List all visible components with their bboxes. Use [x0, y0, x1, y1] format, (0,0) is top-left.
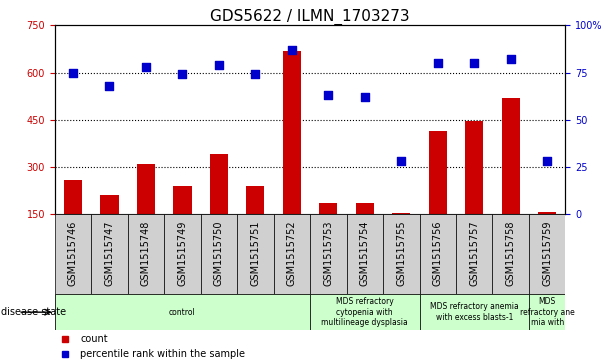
Text: disease state: disease state [1, 307, 66, 317]
Bar [492, 214, 529, 294]
Text: MDS refractory anemia
with excess blasts-1: MDS refractory anemia with excess blasts… [430, 302, 519, 322]
Bar [100, 195, 119, 214]
Bar [456, 214, 492, 294]
Bar [246, 186, 264, 214]
Bar [529, 294, 565, 330]
Point [214, 62, 224, 68]
Bar [420, 294, 529, 330]
Text: GSM1515756: GSM1515756 [433, 221, 443, 286]
Text: GSM1515754: GSM1515754 [360, 221, 370, 286]
Text: count: count [80, 334, 108, 344]
Text: control: control [169, 308, 196, 317]
Bar [274, 214, 310, 294]
Bar [283, 50, 301, 214]
Text: GSM1515749: GSM1515749 [178, 221, 187, 286]
Point [542, 158, 552, 164]
Text: GSM1515747: GSM1515747 [105, 221, 114, 286]
Bar [164, 214, 201, 294]
Point [105, 83, 114, 89]
Bar [237, 214, 274, 294]
Bar [429, 131, 447, 214]
Text: GSM1515757: GSM1515757 [469, 221, 479, 286]
Bar [392, 213, 410, 214]
Bar [64, 180, 82, 214]
Bar [502, 98, 520, 214]
Text: GSM1515750: GSM1515750 [214, 221, 224, 286]
Point [68, 70, 78, 76]
Text: GSM1515759: GSM1515759 [542, 221, 552, 286]
Bar [356, 203, 374, 214]
Bar [201, 214, 237, 294]
Point [323, 92, 333, 98]
Bar [128, 214, 164, 294]
Bar [210, 154, 228, 214]
Bar [383, 214, 420, 294]
Bar [137, 164, 155, 214]
Bar [465, 121, 483, 214]
Bar [538, 212, 556, 214]
Point [141, 64, 151, 70]
Text: MDS refractory
cytopenia with
multilineage dysplasia: MDS refractory cytopenia with multilinea… [322, 297, 408, 327]
Bar [347, 214, 383, 294]
Point [250, 72, 260, 77]
Point [469, 60, 479, 66]
Text: GSM1515753: GSM1515753 [323, 221, 333, 286]
Text: GSM1515758: GSM1515758 [506, 221, 516, 286]
Bar [173, 186, 192, 214]
Bar [55, 294, 310, 330]
Text: GSM1515752: GSM1515752 [287, 221, 297, 286]
Bar [55, 214, 91, 294]
Point [396, 158, 406, 164]
Title: GDS5622 / ILMN_1703273: GDS5622 / ILMN_1703273 [210, 9, 410, 25]
Bar [319, 203, 337, 214]
Text: percentile rank within the sample: percentile rank within the sample [80, 348, 245, 359]
Text: GSM1515751: GSM1515751 [250, 221, 260, 286]
Point [178, 72, 187, 77]
Point [433, 60, 443, 66]
Point [360, 94, 370, 100]
Point [506, 57, 516, 62]
Bar [420, 214, 456, 294]
Bar [529, 214, 565, 294]
Point [287, 47, 297, 53]
Text: GSM1515748: GSM1515748 [141, 221, 151, 286]
Bar [310, 214, 347, 294]
Text: MDS
refractory ane
mia with: MDS refractory ane mia with [520, 297, 575, 327]
Bar [91, 214, 128, 294]
Text: GSM1515755: GSM1515755 [396, 221, 406, 286]
Bar [310, 294, 420, 330]
Text: GSM1515746: GSM1515746 [68, 221, 78, 286]
